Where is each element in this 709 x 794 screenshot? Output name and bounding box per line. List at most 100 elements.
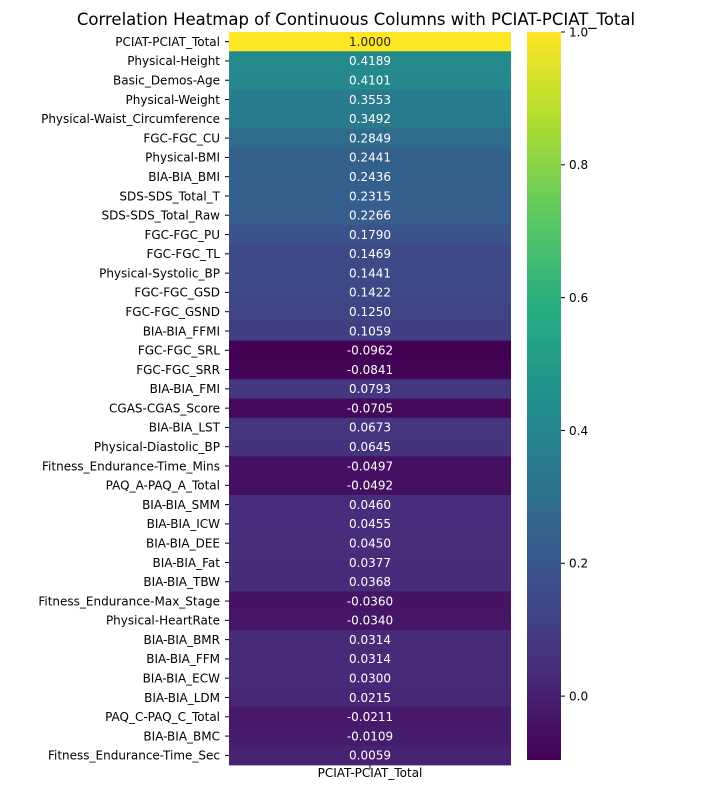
- cell-annotations: 1.0000 0.4189 0.4101 0.3553 0.3492 0.2849 0.24…: [347, 35, 393, 763]
- heatmap-cell: [229, 572, 511, 592]
- cell-annotation: 0.4189: [349, 54, 391, 68]
- cell-annotation: 0.0368: [349, 575, 391, 589]
- heatmap-cell: [229, 745, 511, 766]
- row-label: FGC-FGC_PU: [144, 228, 220, 242]
- heatmap-cell: [229, 610, 511, 631]
- cell-annotation: -0.0340: [347, 614, 393, 628]
- cell-annotation: -0.0360: [347, 594, 393, 608]
- row-label: Physical-Weight: [126, 93, 221, 107]
- row-labels: PCIAT-PCIAT_Total Physical-Height Basic_De…: [38, 35, 229, 763]
- heatmap-cell: [229, 147, 511, 168]
- cell-annotation: 0.0455: [349, 517, 391, 531]
- heatmap-cell: [229, 89, 511, 110]
- heatmap-cell: [229, 726, 511, 747]
- row-label: PAQ_A-PAQ_A_Total: [106, 479, 220, 493]
- heatmap-cell: [229, 167, 511, 187]
- heatmap-cell: [229, 244, 511, 264]
- row-label: BIA-BIA_LST: [149, 421, 221, 435]
- row-label: BIA-BIA_LDM: [144, 691, 220, 705]
- cell-annotation: 1.0000: [349, 35, 391, 49]
- row-label: BIA-BIA_BMI: [148, 170, 220, 184]
- row-label: BIA-BIA_TBW: [143, 575, 220, 589]
- colorbar-tick-label: 0.6: [569, 291, 588, 305]
- heatmap-cell: [229, 417, 511, 438]
- cell-annotation: 0.0460: [349, 498, 391, 512]
- row-label: BIA-BIA_ICW: [147, 517, 221, 531]
- row-label: BIA-BIA_FMI: [150, 382, 220, 396]
- colorbar-tick-label: 0.4: [569, 424, 588, 438]
- colorbar: 0.0 0.2 0.4 0.6 0.8 1.0: [527, 25, 588, 760]
- heatmap-cell: [229, 514, 511, 534]
- row-label: FGC-FGC_GSD: [134, 286, 220, 300]
- row-label: Physical-Height: [127, 54, 220, 68]
- cell-annotation: 0.0314: [349, 652, 391, 666]
- colorbar-ticks: 0.0 0.2 0.4 0.6 0.8 1.0: [561, 25, 588, 703]
- heatmap-cell: [229, 533, 511, 554]
- heatmap-cell: [229, 205, 511, 226]
- heatmap-cell: [229, 437, 511, 457]
- cell-annotation: 0.2315: [349, 189, 391, 203]
- cell-annotation: 0.2441: [349, 151, 391, 165]
- heatmap-cell: [229, 687, 511, 708]
- row-label: Physical-BMI: [145, 151, 220, 165]
- cell-annotation: -0.0705: [347, 401, 393, 415]
- cell-annotation: 0.1059: [349, 324, 391, 338]
- cell-annotation: 0.3553: [349, 93, 391, 107]
- cell-annotation: -0.0962: [347, 344, 393, 358]
- cell-annotation: 0.1790: [349, 228, 391, 242]
- cell-annotation: 0.3492: [349, 112, 391, 126]
- row-label: BIA-BIA_FFM: [146, 652, 220, 666]
- row-label: FGC-FGC_TL: [146, 247, 220, 261]
- heatmap-cell: [229, 629, 511, 650]
- cell-annotation: 0.4101: [349, 74, 391, 88]
- row-label: BIA-BIA_BMR: [143, 633, 220, 647]
- row-label: Fitness_Endurance-Time_Sec: [48, 749, 220, 763]
- colorbar-tick-label: 0.0: [569, 689, 588, 703]
- heatmap-cell: [229, 668, 511, 689]
- heatmap-cell: [229, 32, 511, 52]
- cell-annotation: 0.0215: [349, 691, 391, 705]
- heatmap-cell: [229, 51, 511, 71]
- heatmap-cell: [229, 321, 511, 342]
- row-label: Basic_Demos-Age: [113, 74, 220, 88]
- cell-annotation: 0.0059: [349, 749, 391, 763]
- cell-annotation: 0.0300: [349, 671, 391, 685]
- row-label: Physical-HeartRate: [106, 614, 220, 628]
- row-label: BIA-BIA_BMC: [143, 729, 220, 743]
- row-label: BIA-BIA_Fat: [153, 556, 221, 570]
- cell-annotation: 0.0377: [349, 556, 391, 570]
- cell-annotation: 0.1441: [349, 266, 391, 280]
- colorbar-tick-label: 0.2: [569, 557, 588, 571]
- cell-annotation: -0.0497: [347, 459, 393, 473]
- cell-annotation: 0.0645: [349, 440, 391, 454]
- row-label: BIA-BIA_FFMI: [143, 324, 220, 338]
- row-label: FGC-FGC_SRL: [138, 344, 220, 358]
- heatmap-cells: [229, 32, 511, 766]
- row-label: SDS-SDS_Total_Raw: [101, 209, 220, 223]
- cell-annotation: 0.1469: [349, 247, 391, 261]
- cell-annotation: 0.2436: [349, 170, 391, 184]
- heatmap-cell: [229, 282, 511, 303]
- chart-title: Correlation Heatmap of Continuous Column…: [77, 10, 635, 30]
- heatmap-cell: [229, 649, 511, 669]
- colorbar-tick-label: 0.8: [569, 158, 588, 172]
- heatmap-cell: [229, 707, 511, 727]
- row-label: Fitness_Endurance-Time_Mins: [42, 459, 220, 473]
- cell-annotation: -0.0109: [347, 729, 393, 743]
- cell-annotation: 0.0450: [349, 536, 391, 550]
- cell-annotation: 0.0793: [349, 382, 391, 396]
- cell-annotation: 0.0673: [349, 421, 391, 435]
- colorbar-gradient: [527, 32, 561, 760]
- cell-annotation: -0.0211: [347, 710, 393, 724]
- row-label: CGAS-CGAS_Score: [109, 401, 220, 415]
- heatmap-cell: [229, 302, 511, 322]
- row-label: Physical-Systolic_BP: [99, 266, 220, 280]
- row-label: FGC-FGC_GSND: [125, 305, 220, 319]
- x-tick-label: PCIAT-PCIAT_Total: [318, 766, 423, 780]
- heatmap-cell: [229, 128, 511, 149]
- cell-annotation: -0.0492: [347, 479, 393, 493]
- row-label: FGC-FGC_SRR: [136, 363, 220, 377]
- heatmap-cell: [229, 398, 511, 419]
- row-label: BIA-BIA_DEE: [146, 536, 220, 550]
- row-label: PAQ_C-PAQ_C_Total: [105, 710, 220, 724]
